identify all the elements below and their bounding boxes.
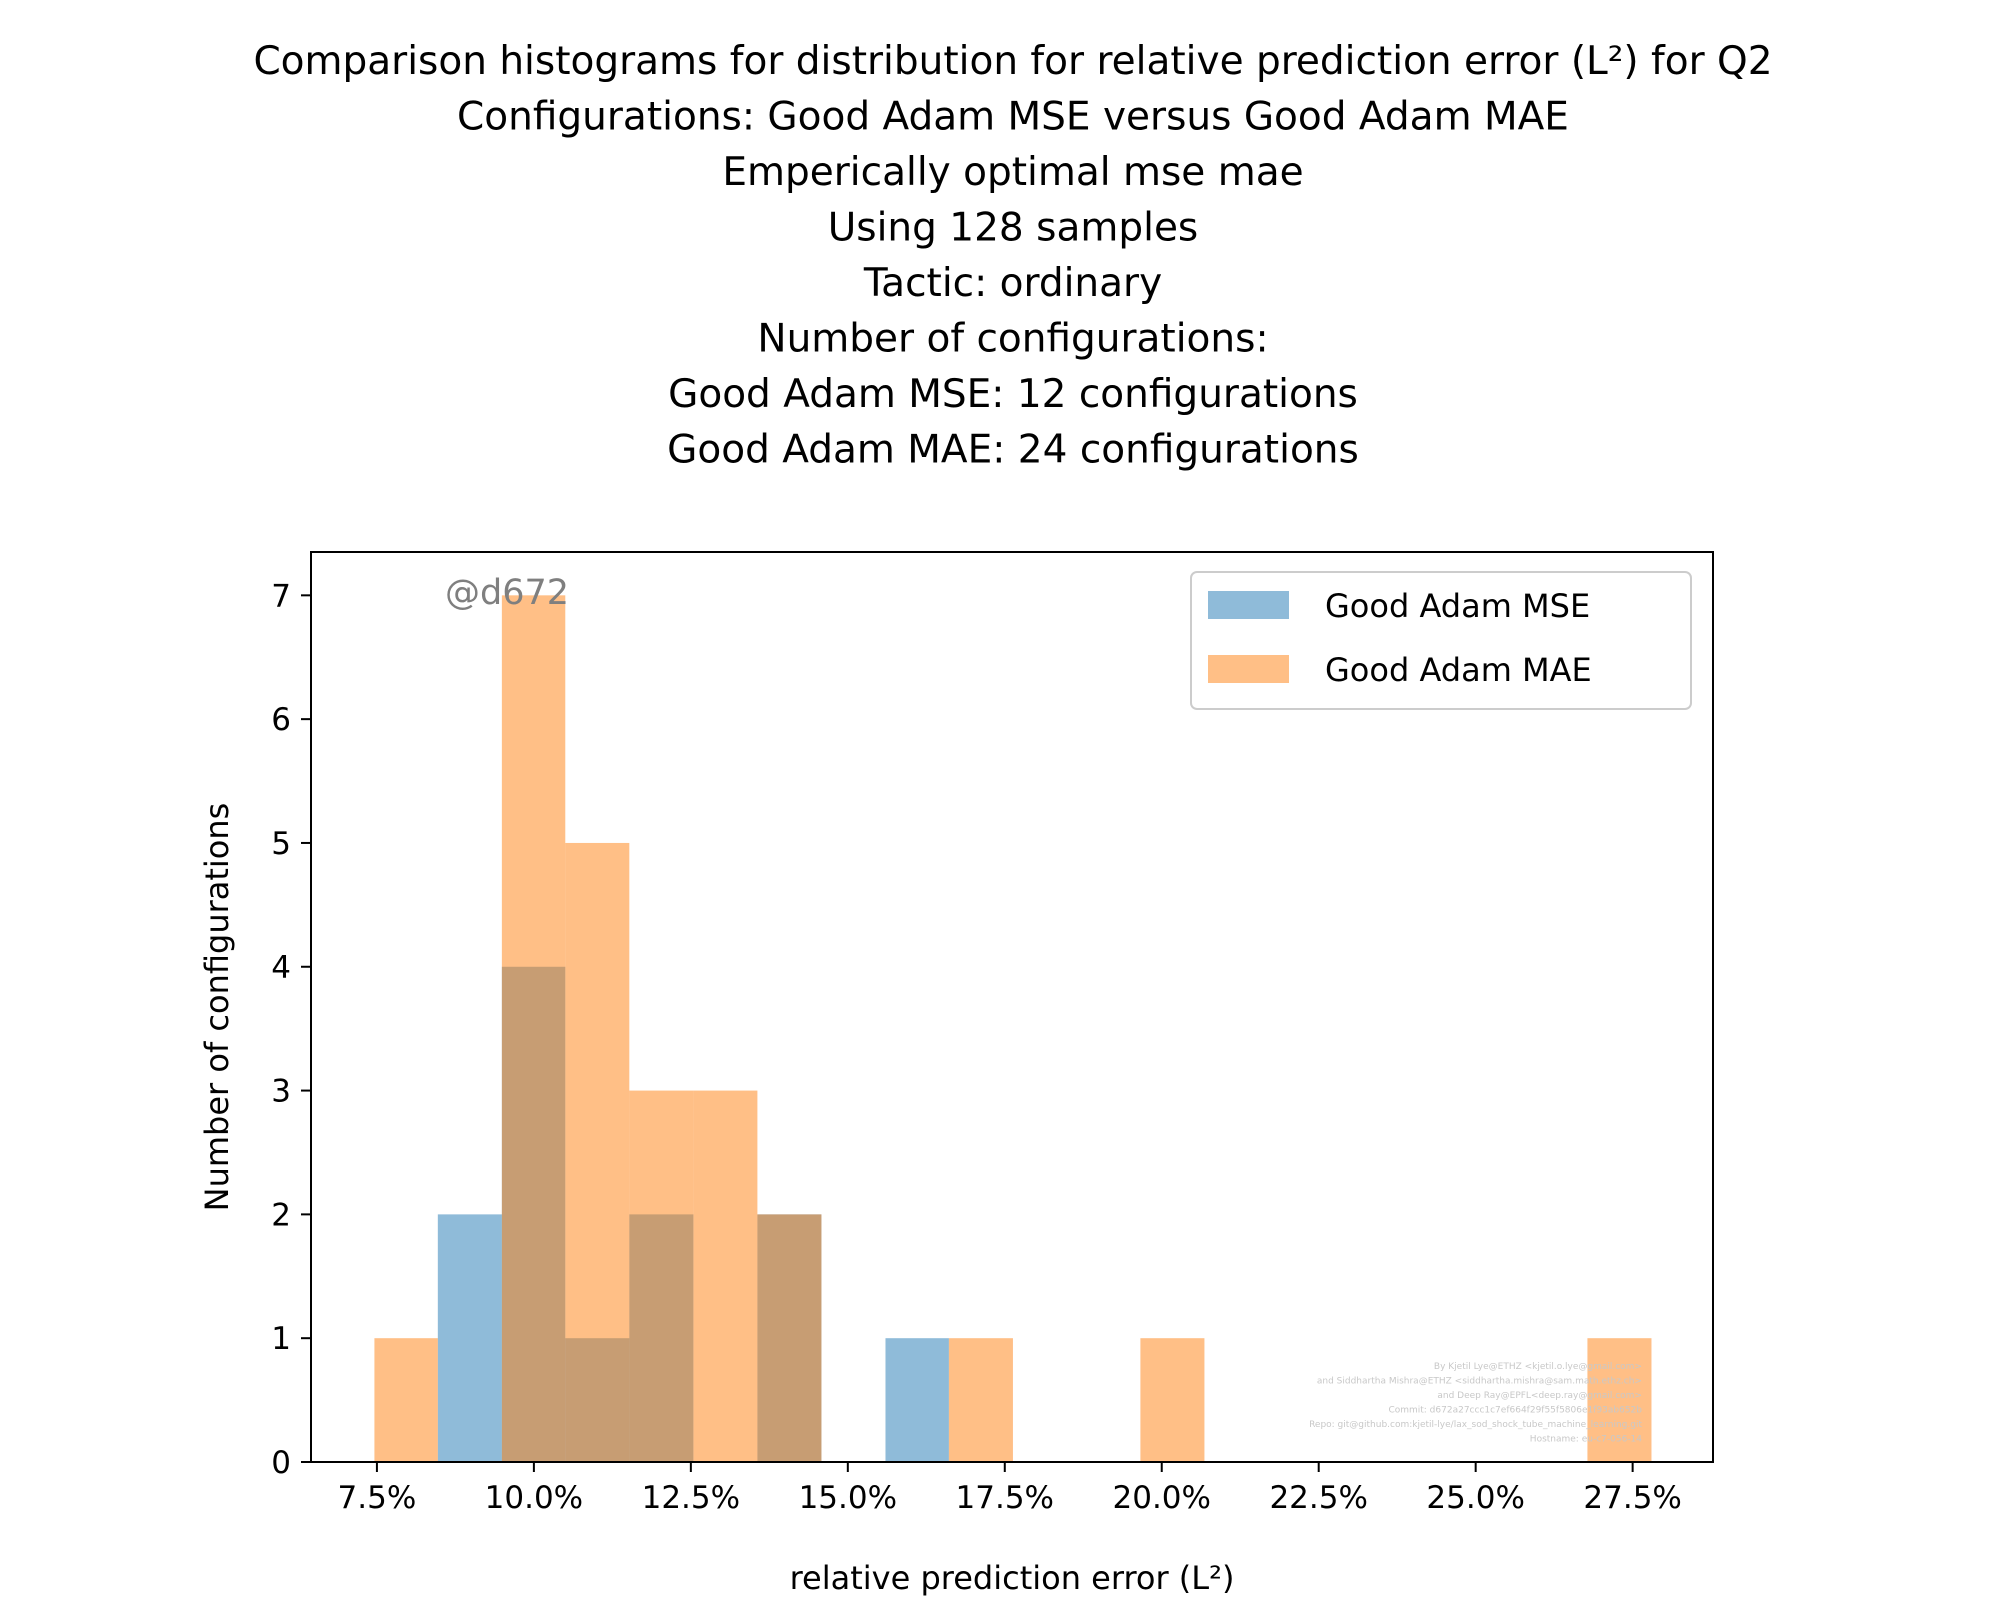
bar-mse <box>885 1338 949 1462</box>
credits-line: Commit: d672a27ccc1c7ef664f29f55f5806e1f… <box>1388 1406 1642 1416</box>
credits-line: and Deep Ray@EPFL<deep.ray@gmail.com> <box>1437 1391 1642 1401</box>
legend-label: Good Adam MAE <box>1325 651 1592 689</box>
y-tick-label: 4 <box>271 950 291 986</box>
title-line: Number of configurations: <box>757 317 1268 362</box>
credits-line: By Kjetil Lye@ETHZ <kjetil.o.lye@gmail.c… <box>1434 1362 1642 1372</box>
y-axis-ticks: 0 1 2 3 4 5 6 7 <box>271 578 311 1481</box>
y-axis-label: Number of configurations <box>198 803 236 1212</box>
bar-mae <box>629 1090 694 1462</box>
bar-mae <box>693 1090 758 1462</box>
x-tick-label: 27.5% <box>1583 1480 1681 1516</box>
x-tick-label: 12.5% <box>642 1480 740 1516</box>
bar-mse <box>437 1214 502 1462</box>
bar-mae <box>757 1214 822 1462</box>
legend-swatch <box>1208 591 1289 619</box>
legend-swatch <box>1208 655 1289 683</box>
legend-label: Good Adam MSE <box>1325 587 1590 625</box>
bar-mae <box>374 1338 438 1462</box>
title-line: Tactic: ordinary <box>863 261 1162 306</box>
bars <box>374 595 1652 1462</box>
title-line: Good Adam MAE: 24 configurations <box>667 428 1359 473</box>
y-tick-label: 0 <box>271 1445 291 1481</box>
credits-line: Repo: git@github.com:kjetil-lye/lax_sod_… <box>1309 1420 1642 1430</box>
bar-mae <box>948 1338 1013 1462</box>
x-tick-label: 17.5% <box>956 1480 1054 1516</box>
bar-mae <box>1587 1338 1652 1462</box>
title-line: Configurations: Good Adam MSE versus Goo… <box>457 95 1569 140</box>
y-tick-label: 1 <box>271 1321 291 1357</box>
title-line: Using 128 samples <box>828 206 1199 251</box>
title-line: Comparison histograms for distribution f… <box>253 39 1772 84</box>
x-tick-label: 22.5% <box>1269 1480 1367 1516</box>
title-line: Good Adam MSE: 12 configurations <box>668 372 1358 417</box>
credits-line: and Siddhartha Mishra@ETHZ <siddhartha.m… <box>1317 1377 1642 1387</box>
y-tick-label: 5 <box>271 826 291 862</box>
legend-box <box>1190 571 1692 710</box>
bar-mae <box>565 842 630 1462</box>
x-tick-label: 10.0% <box>485 1480 583 1516</box>
commit-tag-annotation: @d672 <box>445 573 569 613</box>
x-tick-label: 7.5% <box>338 1480 417 1516</box>
title-line: Emperically optimal mse mae <box>722 150 1303 195</box>
bar-mae <box>501 595 566 1462</box>
y-tick-label: 6 <box>271 702 291 738</box>
x-axis-ticks: 7.5% 10.0% 12.5% 15.0% 17.5% 20.0% 22.5% 25.0% 2… <box>338 1462 1682 1516</box>
y-tick-label: 3 <box>271 1074 291 1110</box>
bar-mae <box>1140 1338 1205 1462</box>
plot-area-frame <box>310 551 1714 1463</box>
y-tick-label: 7 <box>271 578 291 614</box>
credits-annotation: By Kjetil Lye@ETHZ <kjetil.o.lye@gmail.c… <box>1309 1362 1642 1445</box>
x-tick-label: 20.0% <box>1113 1480 1211 1516</box>
x-tick-label: 15.0% <box>799 1480 897 1516</box>
legend: Good Adam MSE Good Adam MAE <box>1190 571 1692 710</box>
credits-line: Hostname: eu-c7-056-14 <box>1530 1435 1642 1445</box>
chart-title: Comparison histograms for distribution f… <box>253 39 1772 473</box>
y-tick-label: 2 <box>271 1197 291 1233</box>
x-tick-label: 25.0% <box>1426 1480 1524 1516</box>
x-axis-label: relative prediction error (L²) <box>790 1559 1235 1597</box>
